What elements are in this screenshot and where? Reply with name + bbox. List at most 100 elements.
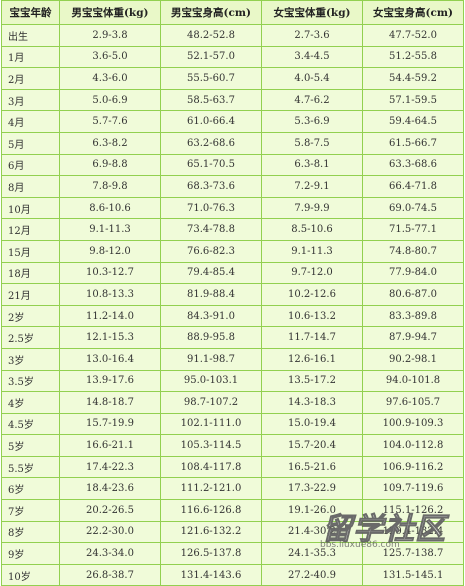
cell-age: 8岁 bbox=[1, 520, 60, 544]
cell-girl-weight: 16.5-21.6 bbox=[261, 455, 363, 479]
cell-age: 6岁 bbox=[1, 477, 60, 501]
cell-girl-height: 90.2-98.1 bbox=[362, 347, 464, 371]
cell-girl-height: 120.4-132.4 bbox=[362, 520, 464, 544]
header-boy-weight: 男宝宝体重(kg) bbox=[59, 0, 161, 25]
cell-girl-weight: 5.3-6.9 bbox=[261, 110, 363, 133]
cell-girl-height: 66.4-71.8 bbox=[362, 175, 464, 198]
cell-age: 4岁 bbox=[1, 391, 60, 414]
cell-boy-height: 111.2-121.0 bbox=[160, 477, 262, 501]
cell-girl-height: 94.0-101.8 bbox=[362, 369, 464, 393]
table-row: 4月 5.7-7.6 61.0-66.4 5.3-6.9 59.4-64.5 bbox=[1, 110, 464, 133]
table-row: 5月 6.3-8.2 63.2-68.6 5.8-7.5 61.5-66.7 bbox=[1, 131, 464, 155]
cell-boy-height: 116.6-126.8 bbox=[160, 499, 262, 522]
cell-boy-height: 61.0-66.4 bbox=[160, 110, 262, 133]
cell-girl-weight: 7.2-9.1 bbox=[261, 175, 363, 198]
cell-boy-weight: 18.4-23.6 bbox=[59, 477, 161, 501]
cell-boy-height: 68.3-73.6 bbox=[160, 175, 262, 198]
cell-girl-height: 80.6-87.0 bbox=[362, 283, 464, 306]
cell-boy-height: 102.1-111.0 bbox=[160, 412, 262, 436]
cell-boy-weight: 5.0-6.9 bbox=[59, 88, 161, 112]
cell-girl-weight: 21.4-30.2 bbox=[261, 520, 363, 544]
cell-boy-weight: 13.0-16.4 bbox=[59, 347, 161, 371]
cell-girl-weight: 14.3-18.3 bbox=[261, 391, 363, 414]
table-row: 4.5岁 15.7-19.9 102.1-111.0 15.0-19.4 100.9-1… bbox=[1, 412, 464, 436]
cell-girl-height: 47.7-52.0 bbox=[362, 24, 464, 47]
cell-age: 15月 bbox=[1, 239, 60, 263]
cell-age: 5.5岁 bbox=[1, 455, 60, 479]
cell-boy-height: 58.5-63.7 bbox=[160, 88, 262, 112]
table-row: 2岁 11.2-14.0 84.3-91.0 10.6-13.2 83.3-89.8 bbox=[1, 304, 464, 328]
cell-age: 3.5岁 bbox=[1, 369, 60, 393]
table-row: 2.5岁 12.1-15.3 88.9-95.8 11.7-14.7 87.9-94.7 bbox=[1, 326, 464, 349]
table-row: 8岁 22.2-30.0 121.6-132.2 21.4-30.2 120.4-132… bbox=[1, 520, 464, 544]
cell-age: 7岁 bbox=[1, 499, 60, 522]
header-girl-weight: 女宝宝体重(kg) bbox=[261, 0, 363, 25]
cell-boy-weight: 11.2-14.0 bbox=[59, 304, 161, 328]
cell-girl-weight: 4.7-6.2 bbox=[261, 88, 363, 112]
table-row: 4岁 14.8-18.7 98.7-107.2 14.3-18.3 97.6-105.7 bbox=[1, 391, 464, 414]
header-age: 宝宝年龄 bbox=[1, 0, 60, 25]
cell-age: 1月 bbox=[1, 45, 60, 69]
cell-girl-weight: 15.0-19.4 bbox=[261, 412, 363, 436]
table-row: 3月 5.0-6.9 58.5-63.7 4.7-6.2 57.1-59.5 bbox=[1, 88, 464, 112]
cell-boy-height: 105.3-114.5 bbox=[160, 434, 262, 457]
cell-boy-weight: 9.8-12.0 bbox=[59, 239, 161, 263]
cell-girl-height: 77.9-84.0 bbox=[362, 261, 464, 285]
cell-boy-height: 126.5-137.8 bbox=[160, 542, 262, 565]
table-row: 5.5岁 17.4-22.3 108.4-117.8 16.5-21.6 106.9-1… bbox=[1, 455, 464, 479]
cell-girl-height: 125.7-138.7 bbox=[362, 542, 464, 565]
cell-age: 18月 bbox=[1, 261, 60, 285]
cell-girl-height: 87.9-94.7 bbox=[362, 326, 464, 349]
cell-boy-height: 73.4-78.8 bbox=[160, 218, 262, 241]
table-row: 18月 10.3-12.7 79.4-85.4 9.7-12.0 77.9-84.0 bbox=[1, 261, 464, 285]
cell-girl-weight: 5.8-7.5 bbox=[261, 131, 363, 155]
cell-boy-height: 95.0-103.1 bbox=[160, 369, 262, 393]
cell-boy-height: 79.4-85.4 bbox=[160, 261, 262, 285]
cell-age: 2月 bbox=[1, 67, 60, 90]
cell-girl-weight: 6.3-8.1 bbox=[261, 153, 363, 177]
cell-girl-height: 100.9-109.3 bbox=[362, 412, 464, 436]
table-row: 21月 10.8-13.3 81.9-88.4 10.2-12.6 80.6-87.0 bbox=[1, 283, 464, 306]
cell-girl-weight: 15.7-20.4 bbox=[261, 434, 363, 457]
cell-girl-height: 83.3-89.8 bbox=[362, 304, 464, 328]
cell-age: 2.5岁 bbox=[1, 326, 60, 349]
cell-boy-height: 84.3-91.0 bbox=[160, 304, 262, 328]
cell-boy-weight: 2.9-3.8 bbox=[59, 24, 161, 47]
cell-boy-weight: 9.1-11.3 bbox=[59, 218, 161, 241]
cell-girl-height: 51.2-55.8 bbox=[362, 45, 464, 69]
cell-boy-weight: 24.3-34.0 bbox=[59, 542, 161, 565]
cell-girl-weight: 9.7-12.0 bbox=[261, 261, 363, 285]
table-row: 10月 8.6-10.6 71.0-76.3 7.9-9.9 69.0-74.5 bbox=[1, 196, 464, 220]
table-row: 9岁 24.3-34.0 126.5-137.8 24.1-35.3 125.7-138… bbox=[1, 542, 464, 565]
cell-girl-weight: 10.2-12.6 bbox=[261, 283, 363, 306]
cell-girl-weight: 10.6-13.2 bbox=[261, 304, 363, 328]
cell-girl-height: 115.1-126.2 bbox=[362, 499, 464, 522]
cell-boy-weight: 16.6-21.1 bbox=[59, 434, 161, 457]
cell-girl-height: 61.5-66.7 bbox=[362, 131, 464, 155]
cell-boy-height: 131.4-143.6 bbox=[160, 563, 262, 586]
cell-boy-height: 52.1-57.0 bbox=[160, 45, 262, 69]
table-row: 3.5岁 13.9-17.6 95.0-103.1 13.5-17.2 94.0-101… bbox=[1, 369, 464, 393]
cell-boy-height: 81.9-88.4 bbox=[160, 283, 262, 306]
cell-boy-weight: 13.9-17.6 bbox=[59, 369, 161, 393]
cell-age: 4月 bbox=[1, 110, 60, 133]
cell-girl-weight: 2.7-3.6 bbox=[261, 24, 363, 47]
cell-age: 10月 bbox=[1, 196, 60, 220]
cell-age: 21月 bbox=[1, 283, 60, 306]
table-row: 2月 4.3-6.0 55.5-60.7 4.0-5.4 54.4-59.2 bbox=[1, 67, 464, 90]
cell-girl-height: 97.6-105.7 bbox=[362, 391, 464, 414]
cell-girl-weight: 11.7-14.7 bbox=[261, 326, 363, 349]
cell-age: 2岁 bbox=[1, 304, 60, 328]
table-row: 3岁 13.0-16.4 91.1-98.7 12.6-16.1 90.2-98.1 bbox=[1, 347, 464, 371]
cell-age: 10岁 bbox=[1, 563, 60, 586]
cell-boy-weight: 14.8-18.7 bbox=[59, 391, 161, 414]
cell-boy-weight: 10.8-13.3 bbox=[59, 283, 161, 306]
cell-boy-weight: 5.7-7.6 bbox=[59, 110, 161, 133]
cell-age: 3岁 bbox=[1, 347, 60, 371]
cell-girl-height: 131.5-145.1 bbox=[362, 563, 464, 586]
cell-girl-height: 54.4-59.2 bbox=[362, 67, 464, 90]
table-row: 15月 9.8-12.0 76.6-82.3 9.1-11.3 74.8-80.7 bbox=[1, 239, 464, 263]
cell-girl-weight: 13.5-17.2 bbox=[261, 369, 363, 393]
cell-boy-height: 88.9-95.8 bbox=[160, 326, 262, 349]
